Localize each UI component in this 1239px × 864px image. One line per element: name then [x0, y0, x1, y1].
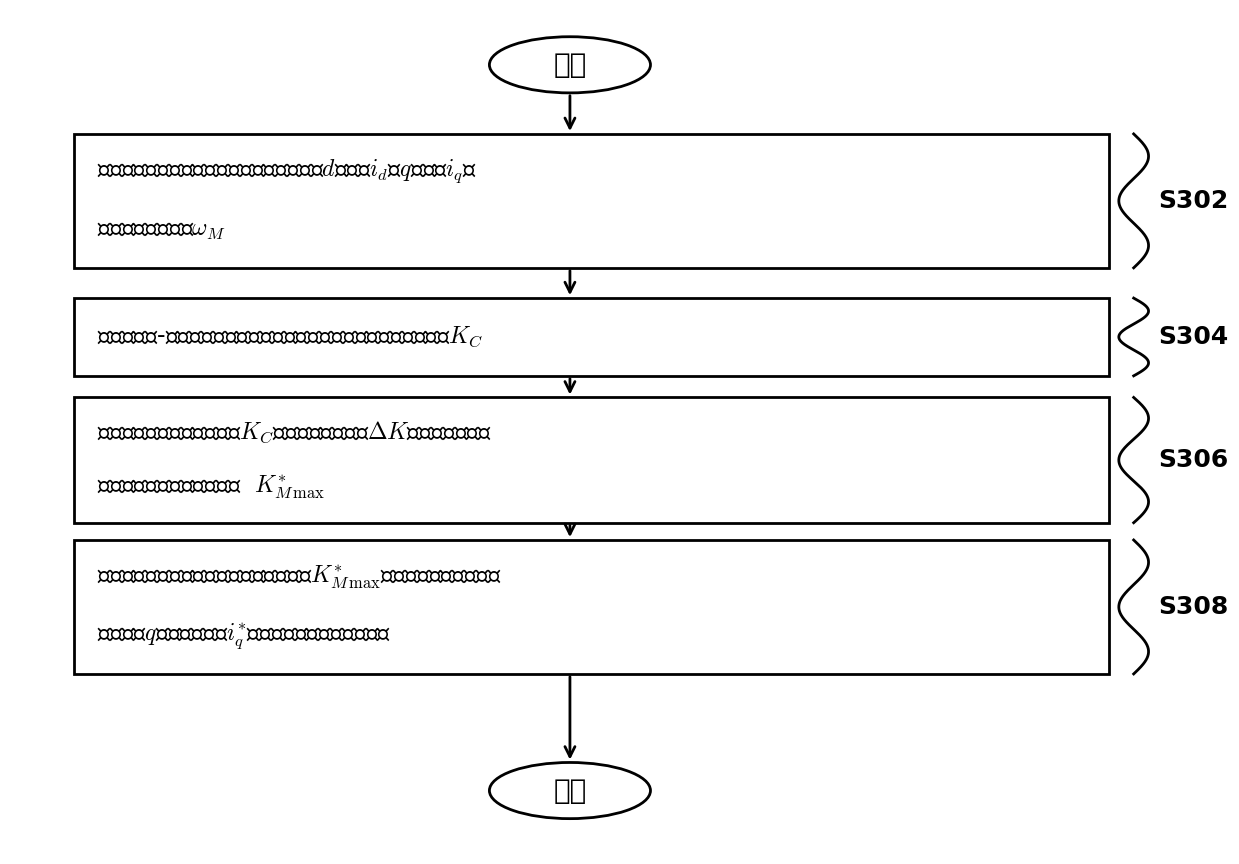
Text: 和转子机械角速度$\omega_{M}$: 和转子机械角速度$\omega_{M}$ — [97, 219, 225, 242]
Ellipse shape — [489, 36, 650, 93]
Text: S304: S304 — [1158, 325, 1229, 349]
Text: 根据磁力齿轮等效扭簧刚度$K_{C}$和预设最低限度值$\Delta K$，计算当前允许: 根据磁力齿轮等效扭簧刚度$K_{C}$和预设最低限度值$\Delta K$，计算… — [97, 420, 492, 445]
Bar — [74, 298, 1109, 376]
Bar — [74, 134, 1109, 268]
Text: 获取内电机在转子同步旋转两相坐标系下的$d$轴电流$i_{d}$、$q$轴电流$i_{q}$、: 获取内电机在转子同步旋转两相坐标系下的$d$轴电流$i_{d}$、$q$轴电流$… — [97, 157, 477, 185]
Text: S302: S302 — [1158, 189, 1229, 213]
Text: 开始: 开始 — [554, 51, 586, 79]
Text: 根据当前允许的最大内电机等效扭簧刚度$K_{M\,\mathrm{max}}^{*}$校正转子同步旋转两相: 根据当前允许的最大内电机等效扭簧刚度$K_{M\,\mathrm{max}}^{… — [97, 564, 501, 591]
Bar — [74, 397, 1109, 523]
Text: S306: S306 — [1158, 448, 1229, 472]
Text: 按照内电机-磁力齿轮双扭簧动态模型，计算磁力齿轮等效扭簧刚度$K_{C}$: 按照内电机-磁力齿轮双扭簧动态模型，计算磁力齿轮等效扭簧刚度$K_{C}$ — [97, 325, 483, 349]
Text: 的最大内电机等效扭簧刚度  $K_{M\,\mathrm{max}}^{*}$: 的最大内电机等效扭簧刚度 $K_{M\,\mathrm{max}}^{*}$ — [97, 474, 325, 501]
Text: S308: S308 — [1158, 595, 1229, 619]
Bar — [74, 540, 1109, 674]
Text: 结束: 结束 — [554, 777, 586, 804]
Text: 坐标系下$q$轴电流给定值$i_{q}^{*}$，以控制复合电机稳定运行: 坐标系下$q$轴电流给定值$i_{q}^{*}$，以控制复合电机稳定运行 — [97, 622, 390, 651]
Ellipse shape — [489, 763, 650, 819]
